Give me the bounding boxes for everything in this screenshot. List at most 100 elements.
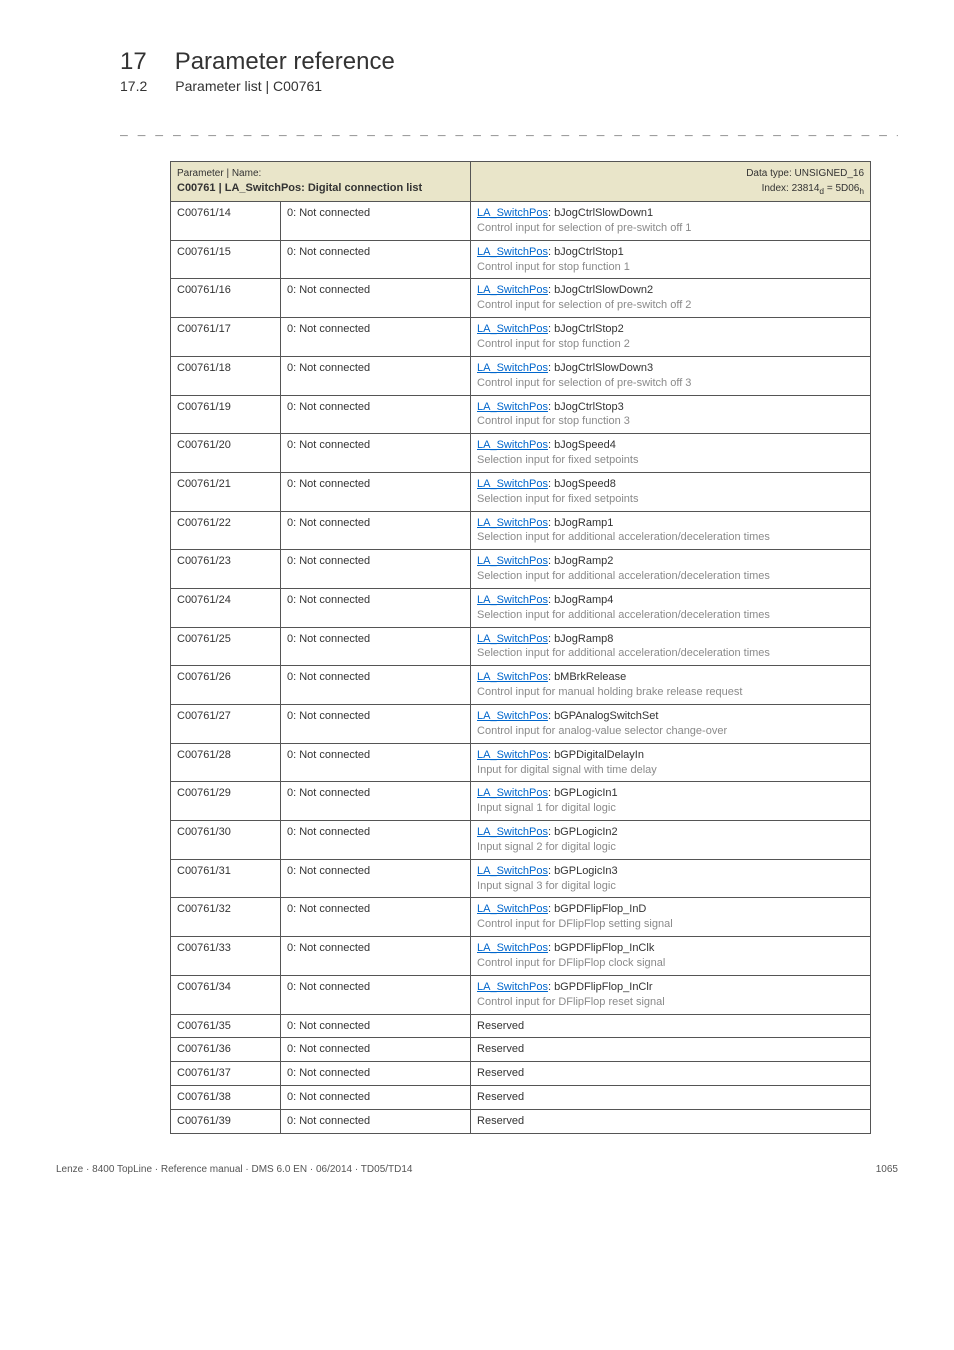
param-desc: Reserved (471, 1062, 871, 1086)
param-link[interactable]: LA_SwitchPos (477, 362, 548, 374)
param-signal: : bJogCtrlSlowDown3 (548, 362, 653, 374)
table-row: C00761/280: Not connectedLA_SwitchPos: b… (171, 743, 871, 782)
param-desc: LA_SwitchPos: bJogSpeed8Selection input … (471, 472, 871, 511)
param-link[interactable]: LA_SwitchPos (477, 981, 548, 993)
param-link[interactable]: LA_SwitchPos (477, 710, 548, 722)
param-desc: LA_SwitchPos: bJogCtrlSlowDown3 Control i… (471, 356, 871, 395)
param-link[interactable]: LA_SwitchPos (477, 517, 548, 529)
table-row: C00761/340: Not connectedLA_SwitchPos: b… (171, 975, 871, 1014)
param-desc: LA_SwitchPos: bJogCtrlStop3 Control input… (471, 395, 871, 434)
param-signal: : bJogSpeed4 (548, 439, 616, 451)
param-signal: : bGPDFlipFlop_InD (548, 903, 646, 915)
param-link[interactable]: LA_SwitchPos (477, 865, 548, 877)
table-row: C00761/370: Not connectedReserved (171, 1062, 871, 1086)
param-desc: LA_SwitchPos: bJogCtrlSlowDown2Control i… (471, 279, 871, 318)
param-link[interactable]: LA_SwitchPos (477, 401, 548, 413)
param-subtext: Control input for stop function 2 (477, 338, 630, 350)
param-link[interactable]: LA_SwitchPos (477, 594, 548, 606)
param-link[interactable]: LA_SwitchPos (477, 284, 548, 296)
param-value: 0: Not connected (281, 782, 471, 821)
param-subtext: Selection input for additional accelerat… (477, 647, 770, 659)
param-value: 0: Not connected (281, 434, 471, 473)
chapter-title: Parameter reference (175, 48, 395, 76)
param-value: 0: Not connected (281, 279, 471, 318)
param-id: C00761/23 (171, 550, 281, 589)
param-id: C00761/29 (171, 782, 281, 821)
param-id: C00761/30 (171, 821, 281, 860)
param-desc: LA_SwitchPos: bJogRamp1Selection input f… (471, 511, 871, 550)
param-link[interactable]: LA_SwitchPos (477, 478, 548, 490)
table-row: C00761/290: Not connectedLA_SwitchPos: b… (171, 782, 871, 821)
param-signal: : bJogRamp1 (548, 517, 613, 529)
section-number: 17.2 (120, 78, 147, 94)
param-link[interactable]: LA_SwitchPos (477, 555, 548, 567)
param-link[interactable]: LA_SwitchPos (477, 749, 548, 761)
page: 17 Parameter reference 17.2 Parameter li… (0, 0, 954, 1199)
param-id: C00761/39 (171, 1109, 281, 1133)
param-subtext: Control input for stop function 3 (477, 415, 630, 427)
param-link[interactable]: LA_SwitchPos (477, 942, 548, 954)
param-desc: LA_SwitchPos: bGPLogicIn2Input signal 2 … (471, 821, 871, 860)
head-left-label: Parameter | Name: (177, 168, 261, 179)
table-row: C00761/160: Not connectedLA_SwitchPos: b… (171, 279, 871, 318)
param-signal: : bJogCtrlStop2 (548, 323, 624, 335)
param-signal: : bMBrkRelease (548, 671, 626, 683)
param-id: C00761/26 (171, 666, 281, 705)
param-desc: LA_SwitchPos: bGPDFlipFlop_InClrControl … (471, 975, 871, 1014)
param-desc: LA_SwitchPos: bGPDigitalDelayIn Input for… (471, 743, 871, 782)
param-id: C00761/16 (171, 279, 281, 318)
param-subtext: Input signal 3 for digital logic (477, 880, 616, 892)
param-signal: : bGPLogicIn2 (548, 826, 618, 838)
param-subtext: Control input for DFlipFlop setting sign… (477, 918, 673, 930)
param-value: 0: Not connected (281, 395, 471, 434)
param-link[interactable]: LA_SwitchPos (477, 903, 548, 915)
param-id: C00761/38 (171, 1086, 281, 1110)
param-value: 0: Not connected (281, 511, 471, 550)
param-subtext: Input for digital signal with time delay (477, 764, 657, 776)
param-link[interactable]: LA_SwitchPos (477, 246, 548, 258)
param-signal: : bJogCtrlStop3 (548, 401, 624, 413)
param-value: 0: Not connected (281, 318, 471, 357)
param-id: C00761/37 (171, 1062, 281, 1086)
param-id: C00761/24 (171, 588, 281, 627)
param-value: 0: Not connected (281, 937, 471, 976)
param-link[interactable]: LA_SwitchPos (477, 787, 548, 799)
param-link[interactable]: LA_SwitchPos (477, 439, 548, 451)
param-signal: : bGPAnalogSwitchSet (548, 710, 658, 722)
param-id: C00761/21 (171, 472, 281, 511)
param-subtext: Control input for DFlipFlop clock signal (477, 957, 665, 969)
param-link[interactable]: LA_SwitchPos (477, 323, 548, 335)
param-link[interactable]: LA_SwitchPos (477, 671, 548, 683)
param-link[interactable]: LA_SwitchPos (477, 633, 548, 645)
param-id: C00761/20 (171, 434, 281, 473)
param-subtext: Input signal 1 for digital logic (477, 802, 616, 814)
param-value: 0: Not connected (281, 627, 471, 666)
param-id: C00761/36 (171, 1038, 281, 1062)
param-value: 0: Not connected (281, 898, 471, 937)
param-signal: : bGPLogicIn3 (548, 865, 618, 877)
table-head-left: Parameter | Name: C00761 | LA_SwitchPos:… (171, 162, 471, 202)
param-id: C00761/19 (171, 395, 281, 434)
param-id: C00761/25 (171, 627, 281, 666)
param-desc: Reserved (471, 1086, 871, 1110)
param-link[interactable]: LA_SwitchPos (477, 207, 548, 219)
param-subtext: Control input for selection of pre-switc… (477, 377, 691, 389)
param-link[interactable]: LA_SwitchPos (477, 826, 548, 838)
param-subtext: Selection input for additional accelerat… (477, 609, 770, 621)
param-desc: LA_SwitchPos: bJogRamp8Selection input f… (471, 627, 871, 666)
table-row: C00761/230: Not connectedLA_SwitchPos: b… (171, 550, 871, 589)
param-value: 0: Not connected (281, 1062, 471, 1086)
param-signal: : bJogCtrlStop1 (548, 246, 624, 258)
table-head-right: Data type: UNSIGNED_16 Index: 23814d = 5… (471, 162, 871, 202)
table-row: C00761/390: Not connectedReserved (171, 1109, 871, 1133)
table-row: C00761/260: Not connectedLA_SwitchPos: b… (171, 666, 871, 705)
param-signal: : bGPDigitalDelayIn (548, 749, 644, 761)
param-value: 0: Not connected (281, 240, 471, 279)
param-value: 0: Not connected (281, 821, 471, 860)
table-row: C00761/310: Not connectedLA_SwitchPos: b… (171, 859, 871, 898)
param-desc: LA_SwitchPos: bJogSpeed4Selection input … (471, 434, 871, 473)
table-row: C00761/360: Not connectedReserved (171, 1038, 871, 1062)
table-row: C00761/200: Not connectedLA_SwitchPos: b… (171, 434, 871, 473)
section-heading: 17.2 Parameter list | C00761 (120, 78, 898, 94)
param-value: 0: Not connected (281, 356, 471, 395)
